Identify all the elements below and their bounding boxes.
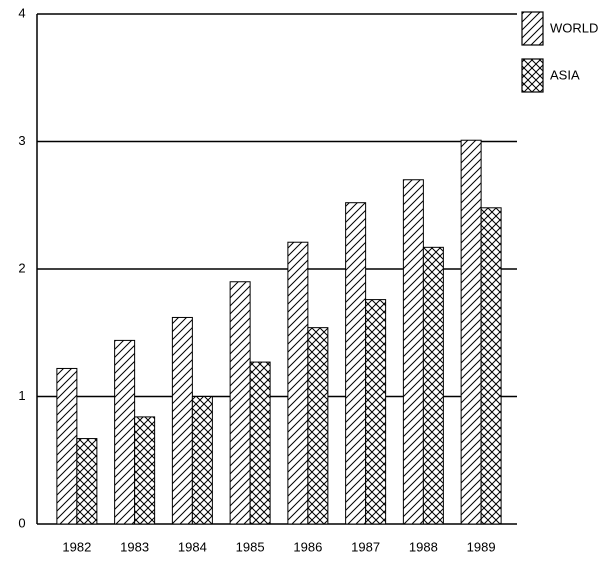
bar xyxy=(402,179,424,525)
bar xyxy=(287,241,309,525)
y-tick-label: 1 xyxy=(18,388,25,403)
bar xyxy=(171,316,193,525)
legend-swatch xyxy=(521,58,544,93)
bar xyxy=(307,327,329,525)
x-tick-label: 1984 xyxy=(178,539,207,554)
bar xyxy=(229,281,251,525)
x-tick-label: 1982 xyxy=(62,539,91,554)
y-tick-label: 4 xyxy=(18,5,25,20)
x-tick-label: 1983 xyxy=(120,539,149,554)
x-tick-label: 1989 xyxy=(467,539,496,554)
legend-swatch xyxy=(521,11,544,46)
bar xyxy=(191,396,213,525)
bar xyxy=(460,139,482,525)
y-tick-label: 0 xyxy=(18,515,25,530)
bar xyxy=(422,246,444,525)
bar xyxy=(114,339,136,525)
bar xyxy=(134,416,156,525)
y-tick-label: 3 xyxy=(18,133,25,148)
bar xyxy=(249,361,271,525)
bar xyxy=(56,367,78,525)
bar xyxy=(345,202,367,525)
bar xyxy=(76,438,98,525)
bar xyxy=(480,207,502,525)
legend-label: WORLD xyxy=(550,20,598,35)
bar xyxy=(365,299,387,525)
legend-label: ASIA xyxy=(550,67,580,82)
x-tick-label: 1985 xyxy=(236,539,265,554)
x-tick-label: 1986 xyxy=(293,539,322,554)
x-tick-label: 1988 xyxy=(409,539,438,554)
y-tick-label: 2 xyxy=(18,260,25,275)
x-tick-label: 1987 xyxy=(351,539,380,554)
